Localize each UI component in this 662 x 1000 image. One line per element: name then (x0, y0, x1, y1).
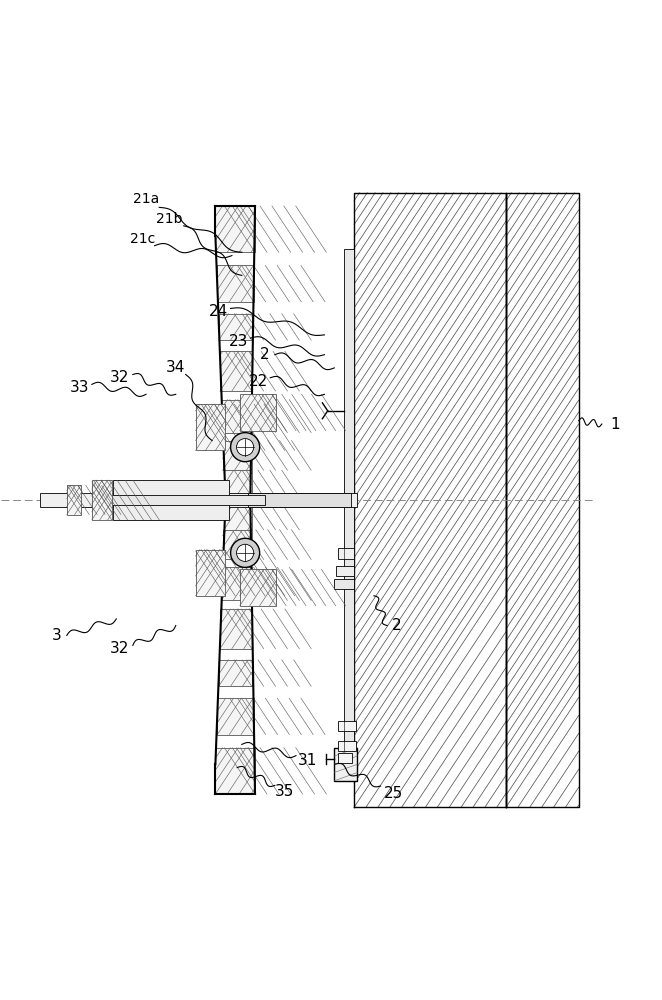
Text: 31: 31 (298, 753, 318, 768)
Text: 32: 32 (110, 641, 129, 656)
Text: 25: 25 (384, 786, 403, 801)
Bar (344, 249, 354, 500)
Bar (100, 495, 265, 505)
Bar (224, 503, 252, 530)
Circle shape (236, 544, 254, 561)
Bar (217, 698, 254, 735)
Bar (344, 500, 354, 751)
Bar (224, 470, 252, 497)
Bar (113, 480, 228, 500)
Text: 35: 35 (275, 784, 295, 799)
Bar (195, 550, 225, 596)
Bar (334, 579, 354, 589)
Bar (338, 753, 352, 763)
Bar (220, 351, 252, 391)
Bar (195, 404, 225, 450)
Text: 21c: 21c (130, 232, 156, 246)
Text: 23: 23 (229, 334, 248, 349)
Text: 21a: 21a (133, 192, 159, 206)
Bar (113, 500, 228, 520)
Bar (338, 548, 354, 559)
Bar (338, 721, 356, 731)
Circle shape (236, 439, 254, 456)
Bar (334, 748, 357, 781)
Text: 34: 34 (166, 360, 185, 375)
Text: 32: 32 (110, 370, 129, 385)
Bar (217, 265, 254, 302)
Bar (215, 748, 255, 794)
Bar (354, 193, 506, 807)
Text: 2: 2 (393, 618, 402, 633)
Bar (222, 441, 252, 470)
Bar (220, 609, 252, 649)
Bar (218, 314, 252, 340)
Text: 1: 1 (610, 417, 620, 432)
Bar (240, 394, 276, 431)
Bar (240, 569, 276, 606)
Bar (218, 660, 252, 686)
Text: 33: 33 (70, 380, 90, 395)
Text: 3: 3 (52, 628, 62, 643)
Bar (338, 741, 356, 751)
Bar (215, 206, 255, 252)
Circle shape (230, 538, 260, 567)
Bar (221, 567, 252, 600)
Polygon shape (248, 493, 351, 507)
Bar (336, 566, 354, 576)
Bar (506, 193, 579, 807)
Circle shape (230, 433, 260, 462)
Text: 24: 24 (209, 304, 228, 319)
Bar (222, 530, 252, 559)
Bar (92, 480, 112, 520)
Text: 21b: 21b (156, 212, 183, 226)
Bar (221, 400, 252, 433)
Bar (67, 485, 81, 515)
Bar (40, 493, 357, 507)
Text: 2: 2 (260, 347, 269, 362)
Text: 22: 22 (249, 374, 268, 389)
